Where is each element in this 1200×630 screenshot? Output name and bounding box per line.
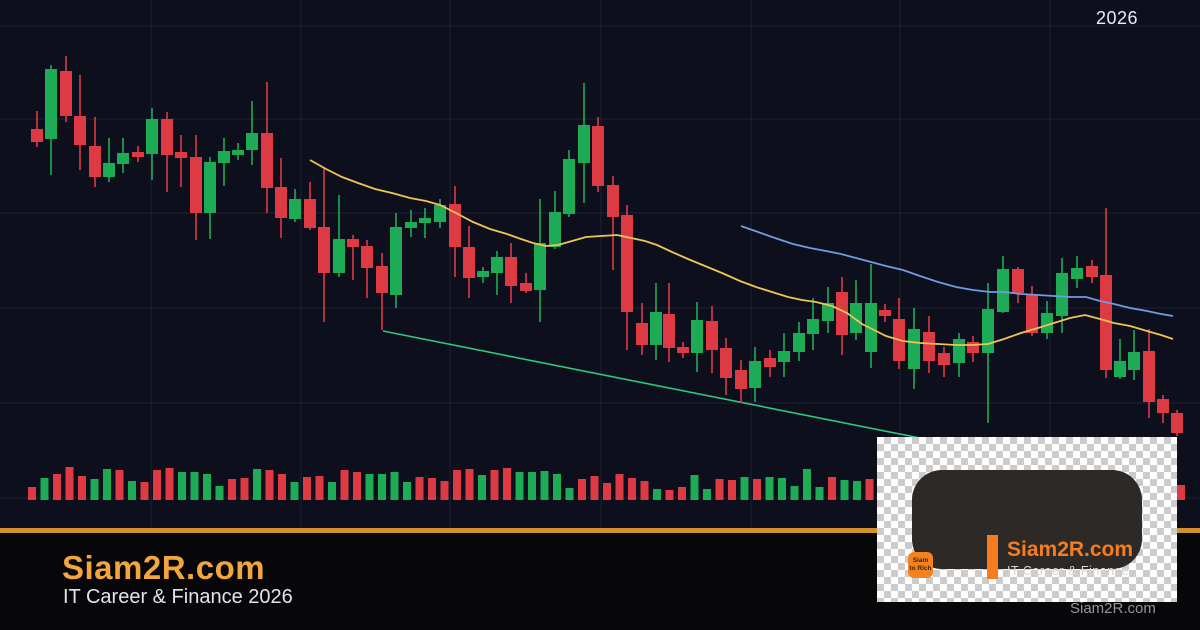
siam-to-rich-badge-icon: Siam to Rich xyxy=(908,552,933,578)
logo-card: Siam2R.com IT Career & Finance Siam to R… xyxy=(877,437,1177,602)
logo-accent-bar-icon xyxy=(987,535,998,579)
accent-divider xyxy=(0,528,1200,533)
watermark-text: Siam2R.com xyxy=(1070,600,1156,617)
logo-subtitle: IT Career & Finance xyxy=(1007,564,1129,578)
logo-plate: Siam2R.com IT Career & Finance xyxy=(912,470,1142,579)
chart-year-label: 2026 xyxy=(1096,8,1139,28)
logo-title: Siam2R.com xyxy=(1007,538,1134,561)
candlestick-chart xyxy=(0,0,1200,528)
badge-line2: to Rich xyxy=(909,565,932,572)
site-tagline: IT Career & Finance 2026 xyxy=(63,586,293,608)
site-title: Siam2R.com xyxy=(62,549,266,586)
badge-line1: Siam xyxy=(912,557,929,565)
